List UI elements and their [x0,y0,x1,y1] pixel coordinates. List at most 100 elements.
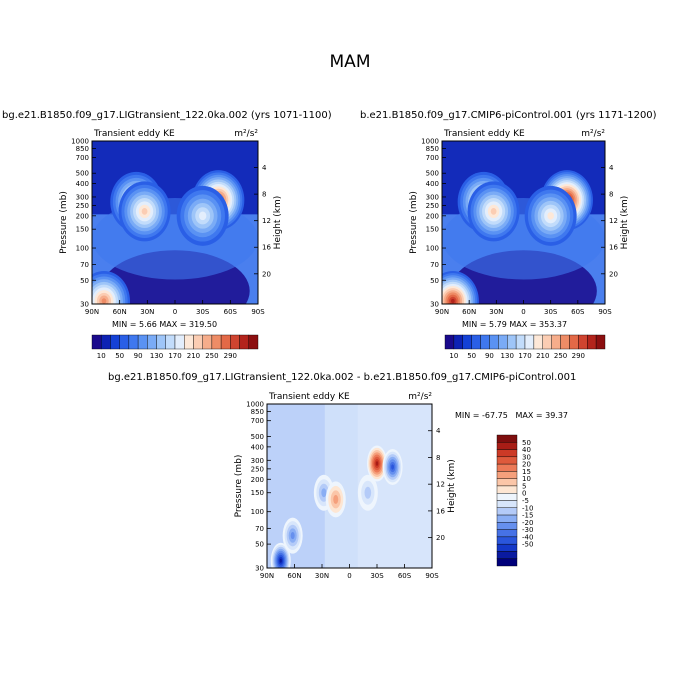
colorbar-label: 130 [501,352,514,360]
colorbar-label: 10 [449,352,458,360]
diff-colorbar-swatch [496,434,518,443]
y-tick-label: 300 [426,193,439,201]
y-tick-label: 200 [251,476,264,484]
y2-tick-label: 20 [436,534,445,542]
colorbar-swatch [489,334,499,350]
colorbar-swatch [211,334,222,350]
diff-colorbar-label: 10 [522,475,531,483]
colorbar: 10 50 90 130 170 210 250 290 [91,334,259,360]
y-tick-label: 150 [76,226,89,234]
y-tick-label: 1000 [246,401,264,409]
y-axis-label: Pressure (mb) [234,455,244,518]
panel-units-label: m²/s² [581,129,605,139]
diff-colorbar-label: -20 [522,519,533,527]
x-tick-label: 0 [521,308,525,316]
panel-left-label: Transient eddy KE [268,392,350,402]
colorbar-swatch [128,334,139,350]
colorbar-swatch [533,334,543,350]
y-tick-label: 1000 [71,138,89,146]
y2-tick-label: 4 [436,427,441,435]
diff-colorbar-swatch [496,551,518,559]
y-tick-label: 70 [80,261,89,269]
panel-3-min: MIN = -67.75 [455,411,508,420]
diff-colorbar-label: -50 [522,541,533,549]
colorbar-label: 170 [518,352,531,360]
x-tick-label: 60N [287,572,301,580]
y-tick-label: 30 [255,565,264,573]
colorbar-swatch [595,334,606,350]
y-tick-label: 700 [76,154,89,162]
y-tick-label: 50 [255,541,264,549]
diff-colorbar-swatch [496,478,518,487]
colorbar-swatch [174,334,185,350]
diff-colorbar-swatch [496,507,518,516]
colorbar-swatch [119,334,130,350]
diff-colorbar-label: 15 [522,468,531,476]
y-tick-label: 70 [255,525,264,533]
feature-contour [333,494,339,504]
colorbar: 10 50 90 130 170 210 250 290 [444,334,606,360]
panel-units-label: m²/s² [234,129,258,139]
diff-colorbar-label: 40 [522,446,531,454]
diff-colorbar-label: 30 [522,453,531,461]
x-tick-label: 60N [462,308,476,316]
feature-contour [279,558,282,563]
colorbar-swatch [453,334,463,350]
diff-colorbar-swatch [496,536,518,545]
colorbar-swatch [471,334,481,350]
colorbar-swatch [551,334,561,350]
y2-tick-label: 20 [609,270,618,278]
y-tick-label: 70 [430,261,439,269]
x-tick-label: 60S [571,308,585,316]
y2-tick-label: 16 [262,244,271,252]
colorbar-swatch [462,334,472,350]
x-tick-label: 90S [598,308,612,316]
panel-stats: MIN = 5.66 MAX = 319.50 [112,320,217,329]
panel-1-chart: 3050701001502002503004005007008501000201… [59,129,283,360]
colorbar-label: 290 [224,352,237,360]
y-tick-label: 300 [251,457,264,465]
colorbar-label: 250 [554,352,567,360]
diff-colorbar-label: -5 [522,497,529,505]
y-tick-label: 50 [430,277,439,285]
feature-contour [364,486,372,499]
y-tick-label: 500 [76,170,89,178]
y-tick-label: 100 [251,508,264,516]
y2-tick-label: 12 [262,217,271,225]
panel-2-title: b.e21.B1850.f09_g17.CMIP6-piControl.001 … [360,110,657,121]
y-tick-label: 100 [76,245,89,253]
diff-colorbar-swatch [496,485,518,494]
diff-colorbar-label: 5 [522,482,526,490]
colorbar-swatch [184,334,194,350]
diff-colorbar-swatch [496,493,518,501]
y-tick-label: 700 [426,154,439,162]
colorbar-swatch [101,334,111,350]
feature-contour [290,531,295,540]
y-tick-label: 300 [76,193,89,201]
colorbar-swatch [230,334,240,350]
y-tick-label: 30 [430,301,439,309]
panel-1-title: bg.e21.B1850.f09_g17.LIGtransient_122.0k… [2,110,332,121]
colorbar-label: 170 [168,352,181,360]
x-tick-label: 0 [347,572,351,580]
diff-colorbar-swatch [496,543,518,552]
colorbar-swatch [507,334,517,350]
diff-colorbar-label: 0 [522,490,526,498]
panel-3-title: bg.e21.B1850.f09_g17.LIGtransient_122.0k… [108,372,577,383]
colorbar-label: 210 [536,352,549,360]
y-tick-label: 500 [426,170,439,178]
x-tick-label: 60S [224,308,238,316]
colorbar-swatch [578,334,588,350]
x-tick-label: 30N [315,572,329,580]
panel-left-label: Transient eddy KE [443,129,525,139]
y2-axis-label: Height (km) [620,196,630,250]
diff-colorbar-label: -40 [522,533,533,541]
diff-colorbar-label: -10 [522,504,533,512]
feature-contour [375,461,379,466]
diff-colorbar-swatch [496,442,518,450]
feature-contour [451,298,455,304]
colorbar-label: 90 [485,352,494,360]
